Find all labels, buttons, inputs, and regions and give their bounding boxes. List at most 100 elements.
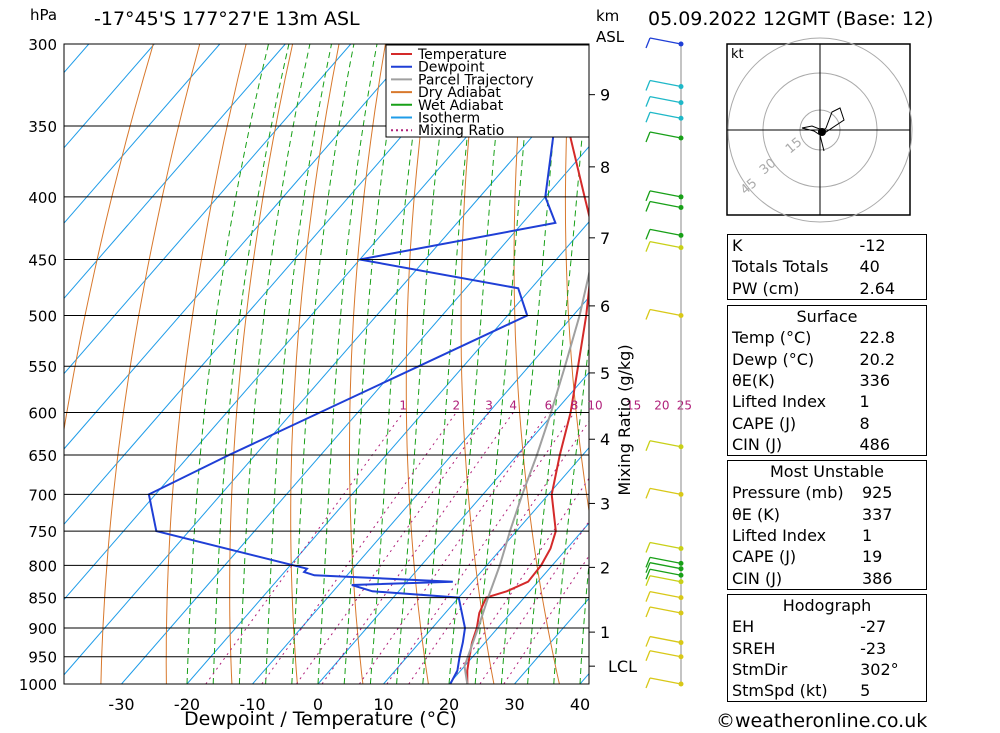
- legend-item-label: Mixing Ratio: [418, 123, 504, 139]
- surface-dewp-value: 20.2: [859, 349, 896, 369]
- mixing-ratio-value-label: 15: [626, 398, 641, 412]
- wind-barb-shaft: [649, 308, 682, 317]
- isotherm-line: [64, 70, 589, 676]
- eh-value: -27: [860, 617, 887, 637]
- wind-barb-dot: [678, 245, 684, 251]
- wind-barb-feather: [645, 131, 651, 143]
- wet-adiabat-line: [527, 54, 589, 684]
- mu-theta-label: θE (K): [732, 504, 780, 524]
- legend-item-label: Isotherm: [418, 111, 480, 127]
- surface-table: Surface Temp (°C) 22.8 Dewp (°C) 20.2 θE(K…: [727, 305, 927, 457]
- wind-barb-dot: [678, 491, 684, 497]
- surface-cape-label: CAPE (J): [732, 413, 797, 433]
- wind-barb-shaft: [649, 606, 682, 614]
- dry-adiabat-line: [229, 44, 294, 684]
- pressure-tick-label: 600: [28, 404, 57, 422]
- isotherm-line: [64, 44, 417, 450]
- wind-barb-shaft: [649, 200, 682, 209]
- wind-barb-feather: [645, 636, 651, 647]
- wind-barb-shaft: [649, 635, 682, 644]
- pressure-tick-label: 500: [28, 308, 57, 326]
- height-tick-label: 4: [600, 430, 610, 449]
- wind-barb-dot: [678, 560, 684, 566]
- wind-barb-feather: [645, 557, 651, 568]
- wet-adiabat-line: [186, 44, 269, 684]
- wind-barb-feather: [645, 569, 651, 580]
- isotherm-line: [252, 296, 589, 684]
- legend-item-label: Dewpoint: [418, 60, 485, 76]
- most-unstable-heading: Most Unstable: [770, 462, 884, 482]
- wind-barb-shaft: [649, 111, 682, 119]
- mixing-ratio-line: [261, 412, 457, 684]
- temperature-tick-label: 30: [504, 695, 524, 714]
- pressure-tick-label: 650: [28, 447, 57, 465]
- wind-barb-dot: [678, 84, 684, 90]
- wind-barb-dot: [678, 444, 684, 450]
- wind-barb-feather: [645, 591, 651, 602]
- k-index-label: K: [732, 236, 743, 256]
- dry-adiabat-line: [942, 44, 1000, 684]
- temperature-tick-label: 40: [570, 695, 590, 714]
- isotherm-line: [64, 44, 483, 525]
- surface-theta-label: θE(K): [732, 371, 775, 391]
- wind-barb-shaft: [649, 79, 682, 88]
- height-tick-label: 8: [600, 158, 610, 177]
- surface-dewp-label: Dewp (°C): [732, 349, 815, 369]
- mu-cin-value: 386: [861, 568, 893, 588]
- mixing-ratio-line: [408, 420, 589, 684]
- series-line-parcel-trajectory: [463, 269, 589, 684]
- wind-barb-dot: [678, 579, 684, 585]
- surface-heading: Surface: [796, 307, 858, 327]
- dry-adiabat-line: [405, 44, 433, 684]
- mixing-ratio-value-label: 2: [452, 398, 460, 412]
- legend-item-label: Dry Adiabat: [418, 85, 501, 101]
- wind-barb-dot: [678, 313, 684, 319]
- wind-barb-dot: [678, 204, 684, 210]
- pressure-tick-label: 700: [28, 486, 57, 504]
- legend-item-label: Temperature: [417, 47, 507, 63]
- wind-barb-dot: [678, 654, 684, 660]
- wind-barb-dot: [678, 610, 684, 616]
- wet-adiabat-line: [448, 44, 507, 684]
- most-unstable-table: Most Unstable Pressure (mb) 925 θE (K) 337…: [727, 460, 927, 590]
- mixing-ratio-value-label: 3: [485, 398, 493, 412]
- mu-pressure-label: Pressure (mb): [732, 483, 844, 503]
- pressure-tick-label: 900: [28, 620, 57, 638]
- mixing-ratio-value-label: 20: [654, 398, 669, 412]
- wet-adiabat-line: [317, 44, 378, 684]
- wind-barb-shaft: [649, 96, 682, 104]
- copyright-link[interactable]: ©weatheronline.co.uk: [716, 710, 928, 732]
- wind-barb-dot: [678, 232, 684, 238]
- wind-barb-shaft: [649, 575, 682, 583]
- wind-barb-shaft: [649, 650, 682, 658]
- storm-motion-dot: [818, 128, 826, 136]
- mixing-ratio-line: [386, 412, 575, 684]
- mixing-ratio-line: [479, 520, 589, 684]
- mixing-ratio-value-label: 4: [509, 398, 517, 412]
- isotherm-line: [64, 44, 221, 224]
- date-title: 05.09.2022 12GMT (Base: 12): [648, 8, 934, 30]
- hodograph-heading: Hodograph: [782, 596, 872, 616]
- pressure-tick-label: 800: [28, 557, 57, 575]
- wind-barb-feather: [645, 650, 651, 661]
- height-tick-label: 3: [600, 494, 610, 513]
- chart-title: -17°45'S 177°27'E 13m ASL: [94, 8, 360, 30]
- wind-barb-feather: [645, 229, 651, 240]
- hodograph-table: Hodograph EH -27 SREH -23 StmDir 302° StmSp…: [727, 594, 927, 703]
- pw-label: PW (cm): [732, 278, 800, 298]
- wind-barb-feather: [645, 80, 651, 91]
- pressure-tick-label: 850: [28, 590, 57, 608]
- wind-barb-feather: [645, 112, 651, 123]
- mu-cin-label: CIN (J): [732, 568, 783, 588]
- isotherm-line: [317, 371, 589, 684]
- mu-pressure-value: 925: [861, 483, 893, 503]
- dry-adiabat-line: [64, 44, 154, 433]
- mu-li-value: 1: [861, 526, 873, 546]
- wind-barb-feather: [645, 241, 651, 252]
- height-tick-label: 2: [600, 558, 610, 577]
- wind-barb-dot: [678, 546, 684, 552]
- pressure-tick-label: 550: [28, 358, 57, 376]
- wind-barb-shaft: [649, 37, 682, 45]
- mixing-ratio-axis-label: Mixing Ratio (g/kg): [615, 344, 634, 495]
- wind-barb-feather: [645, 575, 651, 586]
